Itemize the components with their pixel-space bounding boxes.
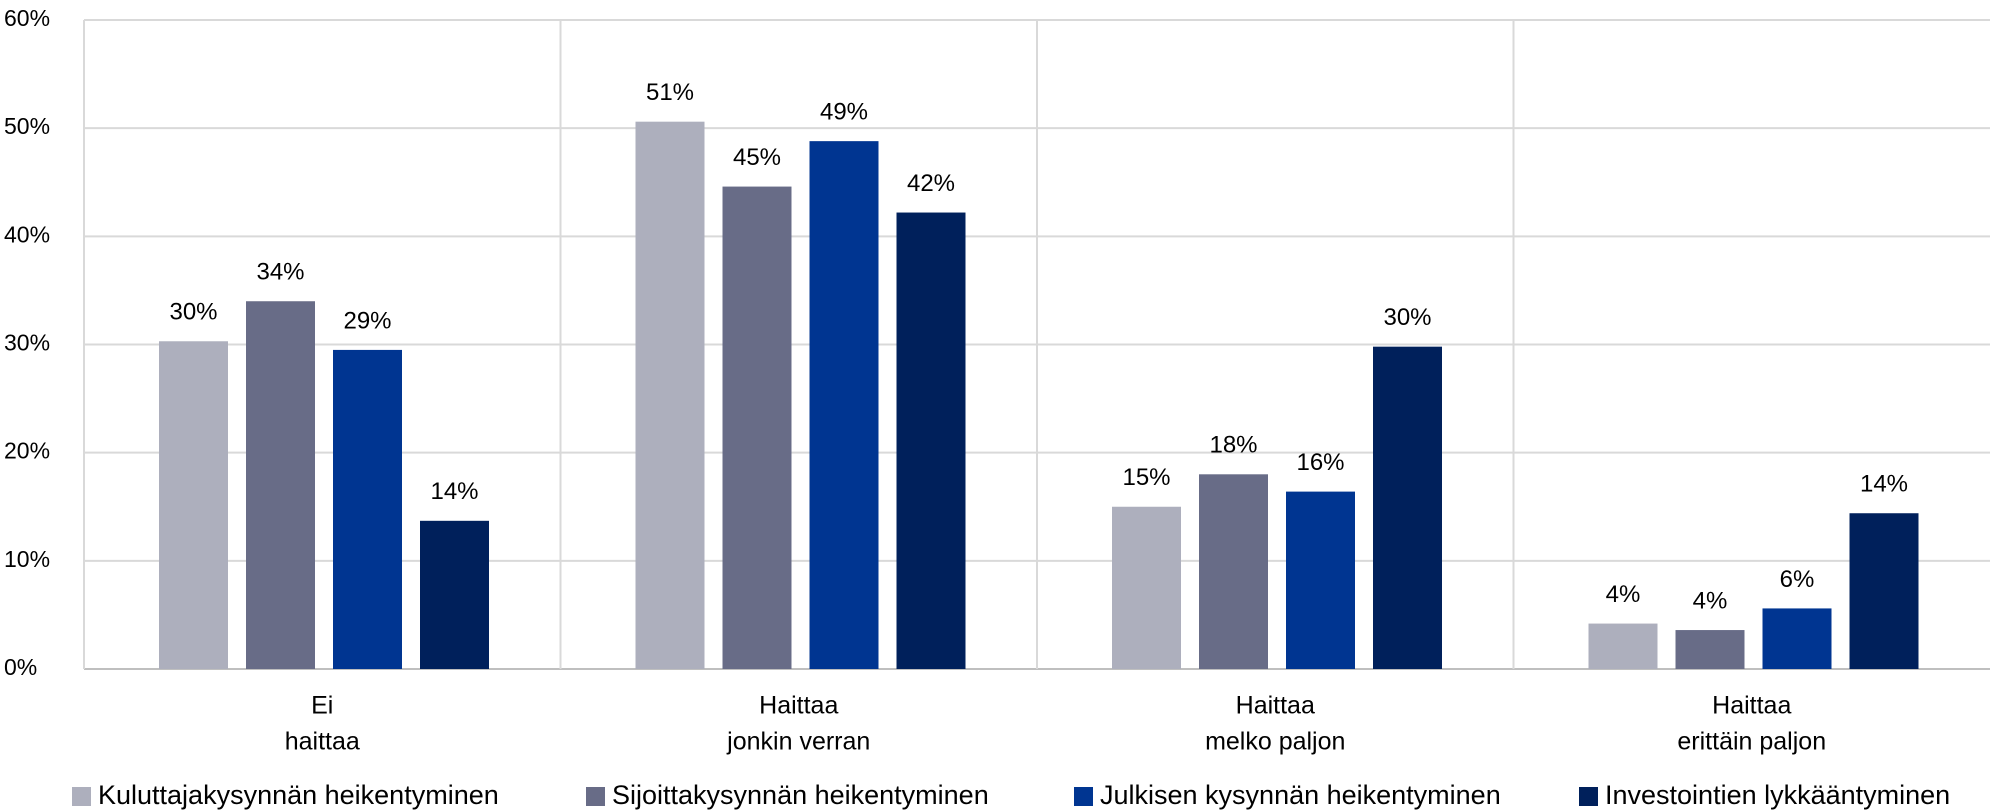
- data-label: 6%: [1780, 566, 1815, 593]
- data-label: 42%: [907, 170, 955, 197]
- data-label: 15%: [1122, 464, 1170, 491]
- x-tick-label: melko paljon: [1205, 728, 1345, 756]
- legend-swatch: [72, 787, 91, 806]
- y-tick-label: 40%: [4, 221, 50, 247]
- y-tick-label: 50%: [4, 113, 50, 139]
- data-label: 16%: [1296, 449, 1344, 476]
- data-label: 4%: [1693, 587, 1728, 614]
- bar: [722, 186, 792, 669]
- bar: [809, 141, 879, 669]
- data-label: 45%: [733, 144, 781, 171]
- x-tick-label: Haittaa: [1236, 692, 1315, 720]
- x-tick-label: Haittaa: [1712, 692, 1791, 720]
- legend-swatch: [1579, 787, 1598, 806]
- x-tick-label: Ei: [311, 692, 333, 720]
- data-label: 29%: [343, 307, 391, 334]
- bar: [1675, 630, 1745, 669]
- x-tick-label: erittäin paljon: [1677, 728, 1826, 756]
- y-tick-label: 20%: [4, 438, 50, 464]
- data-label: 34%: [256, 259, 304, 286]
- bar: [896, 212, 966, 669]
- x-tick-label: Haittaa: [759, 692, 838, 720]
- data-label: 30%: [169, 299, 217, 326]
- y-tick-label: 60%: [4, 5, 50, 31]
- data-label: 51%: [646, 79, 694, 106]
- y-tick-label: 0%: [4, 654, 37, 680]
- bar: [1199, 474, 1268, 669]
- data-label: 14%: [430, 478, 478, 505]
- y-tick-label: 10%: [4, 546, 50, 572]
- bar: [159, 341, 228, 669]
- data-label: 4%: [1606, 581, 1641, 608]
- legend-label: Sijoittakysynnän heikentyminen: [612, 780, 989, 810]
- bar: [420, 520, 489, 669]
- data-label: 49%: [820, 98, 868, 125]
- data-label: 14%: [1860, 471, 1908, 498]
- bar: [1762, 608, 1832, 669]
- x-tick-label: haittaa: [285, 728, 360, 756]
- legend-label: Julkisen kysynnän heikentyminen: [1100, 780, 1501, 810]
- bar: [246, 301, 315, 669]
- bar: [1588, 623, 1658, 669]
- bar: [333, 349, 402, 669]
- legend-swatch: [1074, 787, 1093, 806]
- bar: [1112, 506, 1181, 669]
- legend-label: Kuluttajakysynnän heikentyminen: [98, 780, 499, 810]
- legend-label: Investointien lykkääntyminen: [1605, 780, 1950, 810]
- bar: [1373, 346, 1442, 669]
- bar: [1286, 491, 1355, 669]
- bar: [635, 121, 705, 670]
- bar: [1849, 513, 1919, 669]
- data-label: 30%: [1383, 304, 1431, 331]
- y-tick-label: 30%: [4, 330, 50, 356]
- legend-swatch: [586, 787, 605, 806]
- x-tick-label: jonkin verran: [726, 728, 870, 756]
- data-label: 18%: [1209, 432, 1257, 459]
